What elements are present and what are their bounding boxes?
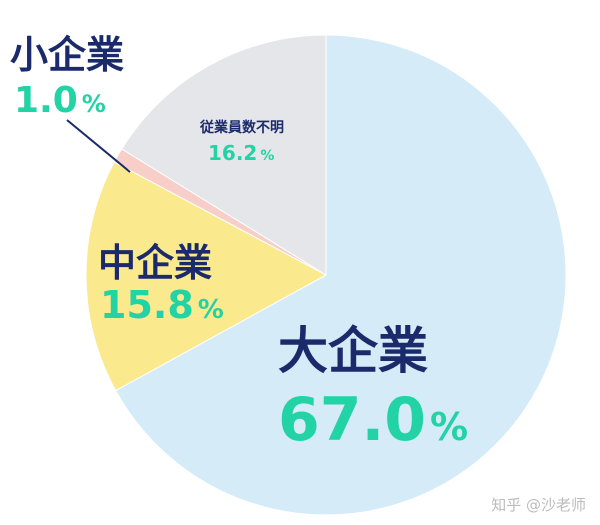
large-company-label: 大企業 bbox=[278, 322, 428, 380]
small-company-leader-line bbox=[66, 119, 131, 173]
pie-slice-0 bbox=[115, 34, 567, 516]
pie-slice-1 bbox=[85, 161, 328, 392]
unknown-size-value: 16.2% bbox=[208, 141, 274, 165]
unknown-size-label: 従業員数不明 bbox=[199, 119, 284, 136]
medium-company-label: 中企業 bbox=[98, 241, 212, 285]
pie-slice-3 bbox=[121, 34, 327, 276]
large-company-value: 67.0% bbox=[278, 385, 468, 455]
small-company-value: 1.0% bbox=[14, 80, 106, 121]
watermark: 知乎 @沙老师 bbox=[491, 496, 586, 514]
pie-slices bbox=[85, 34, 567, 516]
small-company-label: 小企業 bbox=[10, 33, 124, 77]
medium-company-value: 15.8% bbox=[100, 283, 224, 327]
